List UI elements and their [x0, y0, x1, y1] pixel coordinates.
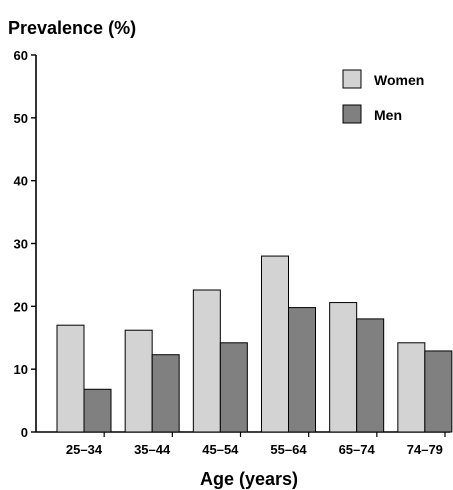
- x-axis-title: Age (years): [200, 469, 298, 489]
- x-tick-label: 65–74: [339, 442, 376, 457]
- x-tick-label: 55–64: [270, 442, 307, 457]
- bar-women-0: [56, 324, 85, 433]
- bar-men-1: [151, 354, 180, 433]
- x-tick-label: 74–79: [407, 442, 443, 457]
- x-tick-label: 25–34: [66, 442, 103, 457]
- bar-men-3: [288, 307, 316, 433]
- axes: 0 10 20 30 40 50 60 25–34 35–44 45–54 55–64 65–74 74…: [14, 48, 450, 457]
- bar-men-0: [83, 388, 112, 433]
- x-tick-label: 35–44: [134, 442, 171, 457]
- bar-men-2: [219, 342, 248, 433]
- y-tick-label: 60: [14, 48, 28, 63]
- bars: [56, 255, 453, 433]
- legend-swatch-men: [342, 104, 362, 124]
- y-tick-label: 40: [14, 174, 28, 189]
- bar-men-4: [356, 318, 385, 433]
- bar-women-1: [124, 329, 153, 433]
- y-tick-label: 50: [14, 111, 28, 126]
- bar-women-4: [329, 302, 358, 433]
- legend: Women Men: [342, 69, 424, 124]
- y-tick-label: 0: [21, 425, 28, 440]
- y-axis-title: Prevalence (%): [8, 18, 136, 38]
- legend-label-women: Women: [374, 72, 424, 88]
- y-tick-label: 30: [14, 237, 28, 252]
- y-tick-label: 20: [14, 299, 28, 314]
- bar-women-3: [261, 255, 289, 433]
- y-tick-label: 10: [14, 362, 28, 377]
- bar-women-5: [397, 342, 426, 433]
- bar-women-2: [192, 289, 221, 433]
- x-tick-label: 45–54: [202, 442, 239, 457]
- bar-men-5: [424, 350, 453, 433]
- legend-swatch-women: [342, 69, 362, 89]
- legend-label-men: Men: [374, 107, 402, 123]
